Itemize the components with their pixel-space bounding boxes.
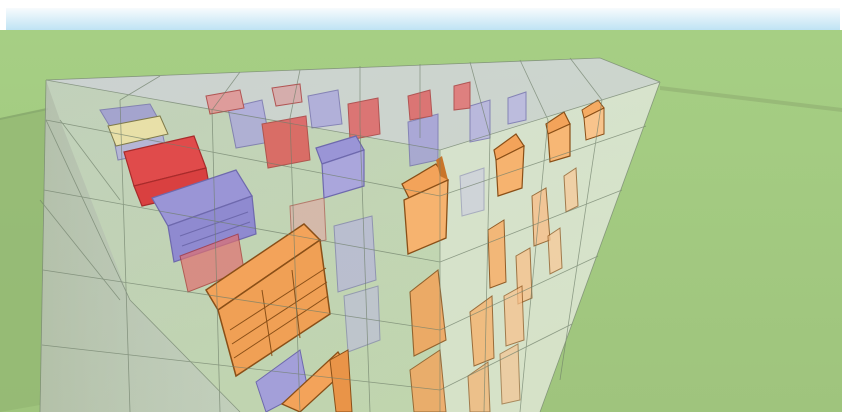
scene-shape (45, 79, 441, 151)
window-line (233, 295, 329, 359)
scene-shape (519, 119, 549, 412)
scene-shape (289, 69, 301, 119)
sky-band (6, 8, 840, 30)
building (499, 343, 521, 405)
horizon-right (660, 86, 842, 112)
window-line (179, 211, 249, 237)
building (583, 107, 605, 141)
building (333, 215, 377, 293)
building (407, 113, 439, 167)
buildings-back (99, 81, 527, 353)
cube-grid (39, 57, 661, 412)
scene-shape (539, 81, 661, 412)
scene-shape (39, 79, 47, 412)
scene-shape (59, 119, 121, 201)
scene-shape (289, 117, 301, 412)
scene-shape (569, 57, 603, 101)
scene-shape (45, 119, 131, 301)
building (403, 178, 449, 255)
scene-shape (211, 71, 241, 111)
building (217, 238, 331, 378)
horizon-line-left (0, 108, 48, 120)
scene-shape (211, 109, 221, 412)
buildings-orange-front (204, 223, 353, 412)
building (347, 97, 381, 141)
building (167, 195, 257, 263)
scene-shape (129, 299, 241, 412)
building (503, 285, 525, 347)
scene-shape (559, 99, 603, 381)
building (205, 89, 245, 115)
cube-left-side (40, 80, 240, 412)
scene-shape (439, 125, 647, 197)
window-line (229, 267, 327, 331)
scene-shape (41, 344, 441, 391)
scene-shape (45, 119, 441, 197)
building (459, 167, 485, 217)
scene-shape (39, 199, 121, 301)
building (436, 156, 448, 180)
scene-shape (45, 57, 661, 83)
building (547, 227, 563, 275)
window-line (231, 281, 328, 345)
scene-shape (42, 269, 441, 331)
building (329, 349, 353, 412)
scene-shape (359, 125, 371, 412)
buildings-front-left (107, 115, 365, 293)
ground-shadow (0, 108, 46, 412)
building (507, 91, 527, 125)
scene-shape (119, 99, 131, 412)
building (495, 145, 525, 197)
building (271, 83, 303, 107)
scene-shape (519, 59, 549, 121)
scene-shape (439, 323, 573, 391)
scene-shape (483, 135, 491, 412)
building (321, 149, 365, 199)
scene-shape (469, 61, 491, 137)
building (409, 268, 447, 357)
scene-shape (439, 189, 623, 263)
building (547, 123, 571, 163)
building (307, 89, 343, 129)
building (563, 167, 579, 213)
building (409, 349, 447, 412)
scene-shape (43, 189, 441, 263)
scene-shape (119, 75, 161, 101)
scene-shape (439, 255, 599, 331)
window-line (261, 289, 273, 357)
building (261, 115, 311, 169)
building (107, 115, 169, 147)
window-line (181, 221, 251, 247)
building (343, 285, 381, 353)
scene-shape (439, 81, 661, 151)
building (453, 81, 471, 111)
building (487, 219, 507, 289)
